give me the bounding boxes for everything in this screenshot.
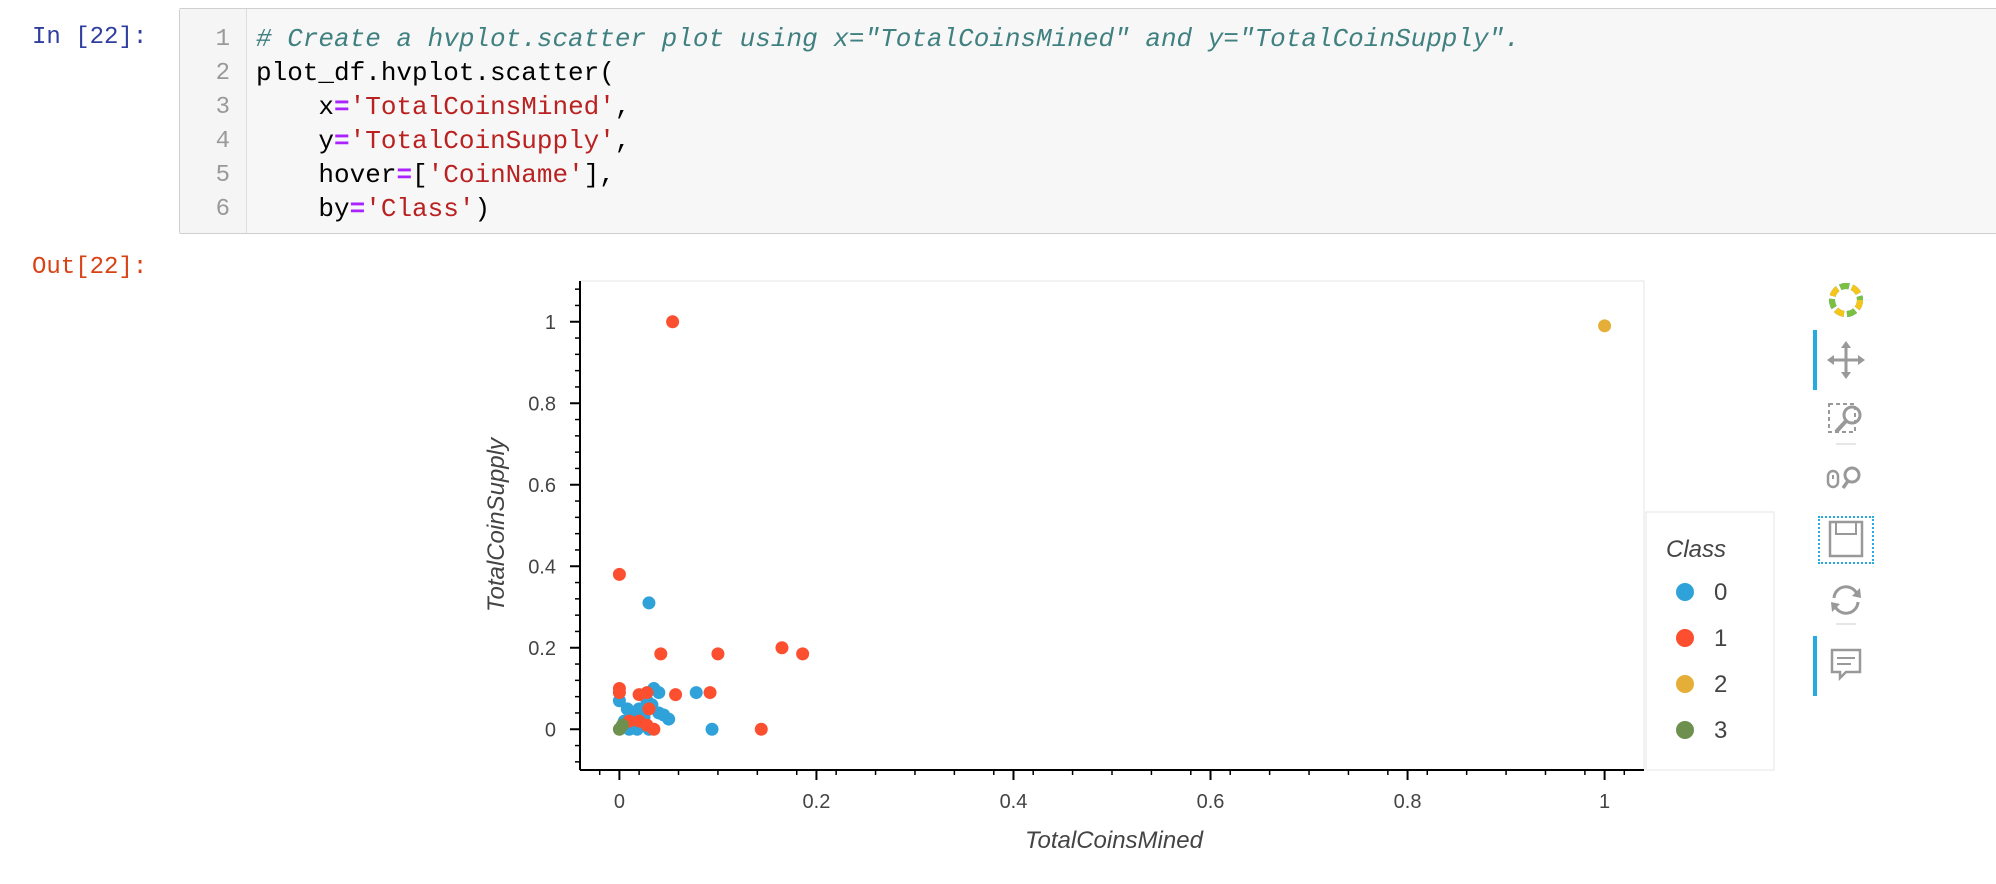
code-operator: = [349, 194, 366, 224]
code-line-6: by='Class') [256, 194, 490, 224]
data-point-class-1 [612, 567, 626, 581]
reset-icon[interactable] [1816, 574, 1876, 626]
data-point-class-1 [612, 686, 626, 700]
legend: Class 0 1 2 3 [1645, 511, 1775, 771]
legend-title: Class [1666, 536, 1726, 563]
code-keyword-arg: by [318, 194, 350, 224]
data-point-class-1 [642, 702, 656, 716]
data-point-class-1 [754, 722, 768, 736]
data-point-class-0 [657, 708, 671, 722]
line-number: 5 [215, 162, 230, 189]
bokeh-logo-icon[interactable] [1816, 274, 1876, 326]
hover-icon[interactable] [1816, 640, 1876, 692]
code-cell[interactable]: 1 2 3 4 5 6 # Create a hvplot.scatter pl… [179, 8, 1996, 234]
x-axis-label: TotalCoinsMined [1025, 827, 1204, 854]
plot-area[interactable] [579, 280, 1645, 771]
legend-marker [1676, 675, 1694, 693]
active-tool-indicator [1813, 330, 1817, 390]
data-points [612, 315, 1612, 736]
legend-label: 0 [1714, 579, 1727, 606]
code-string: 'CoinName' [427, 160, 584, 190]
code-string: 'Class' [365, 194, 475, 224]
data-point-class-1 [775, 641, 789, 655]
code-line-1: # Create a hvplot.scatter plot using x="… [256, 24, 1520, 54]
code-keyword-arg: x [318, 92, 335, 122]
legend-marker [1676, 629, 1694, 647]
legend-marker [1676, 583, 1694, 601]
y-tick-label: 0.2 [528, 638, 556, 660]
data-point-class-1 [711, 647, 725, 661]
code-line-2: plot_df.hvplot.scatter( [256, 58, 615, 88]
code-punct: , [614, 92, 631, 122]
legend-marker [1676, 721, 1694, 739]
data-point-class-1 [666, 315, 680, 329]
legend-label: 2 [1714, 671, 1727, 698]
data-point-class-0 [689, 686, 703, 700]
box-zoom-icon[interactable] [1816, 394, 1876, 446]
output-prompt: Out[22]: [32, 254, 148, 281]
data-point-class-1 [796, 647, 810, 661]
legend-label: 1 [1714, 625, 1727, 652]
x-tick-label: 0.4 [1000, 791, 1028, 813]
code-punct: , [614, 126, 631, 156]
code-line-5: hover=['CoinName'], [256, 160, 615, 190]
save-icon[interactable] [1816, 514, 1876, 566]
x-tick-label: 0 [614, 791, 625, 813]
code-punct: ) [474, 194, 491, 224]
line-number: 1 [215, 26, 230, 53]
y-tick-label: 0.6 [528, 475, 556, 497]
x-tick-label: 1 [1599, 791, 1610, 813]
data-point-class-1 [654, 647, 668, 661]
axes: 0 0.2 0.4 0.6 0.8 1 0 0.2 0.4 0.6 0.8 1 [528, 281, 1644, 813]
x-tick-label: 0.6 [1197, 791, 1225, 813]
code-punct: ], [583, 160, 615, 190]
code-line-4: y='TotalCoinSupply', [256, 126, 631, 156]
code-string: 'TotalCoinsMined' [349, 92, 615, 122]
wheel-zoom-icon[interactable] [1816, 454, 1876, 506]
active-tool-indicator [1813, 636, 1817, 696]
line-number: 2 [215, 60, 230, 87]
y-tick-label: 0 [545, 719, 556, 741]
legend-box [1645, 511, 1775, 771]
code-operator: = [334, 92, 350, 122]
line-number: 4 [215, 128, 230, 155]
data-point-class-1 [640, 718, 654, 732]
data-point-class-0 [705, 722, 719, 736]
code-text: plot_df.hvplot.scatter( [256, 58, 615, 88]
line-number: 6 [215, 196, 230, 223]
input-prompt: In [22]: [32, 24, 148, 51]
y-tick-label: 0.8 [528, 393, 556, 415]
code-comment: # Create a hvplot.scatter plot using x="… [256, 24, 1520, 54]
code-operator: = [334, 126, 350, 156]
y-tick-label: 1 [545, 312, 556, 334]
y-axis-label: TotalCoinSupply [483, 436, 510, 612]
line-number: 3 [215, 94, 230, 121]
x-tick-label: 0.2 [803, 791, 831, 813]
data-point-class-3 [615, 718, 629, 732]
data-point-class-2 [1598, 319, 1612, 333]
data-point-class-0 [642, 596, 656, 610]
data-point-class-1 [669, 688, 683, 702]
data-point-class-1 [640, 686, 654, 700]
code-keyword-arg: hover [318, 160, 397, 190]
data-point-class-1 [703, 686, 717, 700]
code-line-3: x='TotalCoinsMined', [256, 92, 631, 122]
code-punct: [ [412, 160, 428, 190]
code-keyword-arg: y [318, 126, 335, 156]
x-tick-label: 0.8 [1394, 791, 1422, 813]
data-point-class-0 [652, 686, 666, 700]
legend-label: 3 [1714, 717, 1727, 744]
pan-icon[interactable] [1816, 334, 1876, 386]
code-operator: = [396, 160, 413, 190]
code-string: 'TotalCoinSupply' [349, 126, 615, 156]
line-number-gutter: 1 2 3 4 5 6 [180, 9, 247, 233]
y-tick-label: 0.4 [528, 556, 556, 578]
